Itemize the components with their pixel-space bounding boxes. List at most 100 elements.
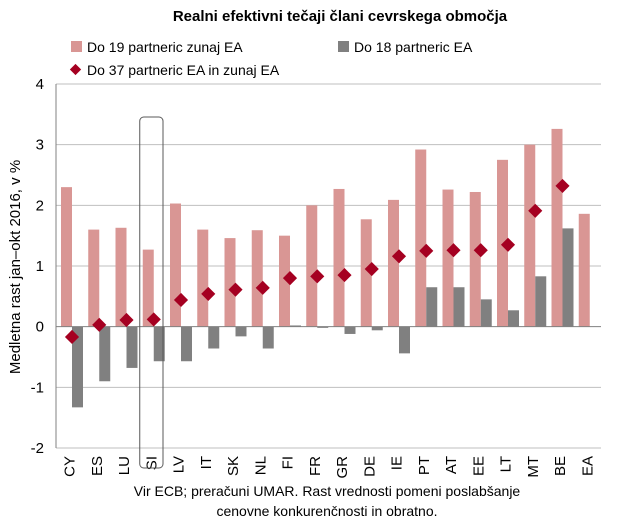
chart-title: Realni efektivni tečaji člani cevrskega … [173,8,508,25]
bar-series-2-CY [72,326,83,408]
x-tick-label-LU: LU [116,456,133,475]
bar-series-2-GR [344,326,356,334]
bar-series-1-FI [279,235,290,327]
gridlines [55,83,601,449]
bar-series-1-MT [524,144,536,327]
y-tick-label: -2 [31,440,44,457]
bar-series-1-PT [415,149,427,327]
bar-series-1-SK [224,238,236,327]
marker-series-3-DE [364,261,379,277]
legend-swatch-series-1 [71,41,82,52]
bar-series-1-IE [388,199,399,327]
marker-series-3-CY [64,329,80,345]
legend-swatch-series-3 [69,63,82,76]
markers [64,178,570,345]
bar-series-2-ES [99,326,111,382]
x-tick-label-GR: GR [334,456,351,479]
x-tick-label-EE: EE [470,456,487,476]
bar-series-1-FR [306,205,318,327]
bar-series-1-EA [578,213,590,327]
legend-label-series-2: Do 18 partneric EA [354,39,473,55]
y-tick-label: 0 [36,319,44,336]
y-axis-ticks: -2 -1 0 1 2 3 4 [31,76,44,457]
marker-series-3-ES [92,317,107,332]
bar-series-2-NL [262,326,274,349]
bar-series-1-AT [442,189,454,327]
bar-series-2-IT [208,326,220,349]
y-tick-label: 1 [36,258,44,275]
marker-series-3-IE [391,249,407,264]
bar-series-2-EE [480,299,492,327]
x-axis-ticks: CY ES LU SI LV IT SK NL FI FR GR DE IE PT AT EE LT MT BE EA [62,456,597,479]
bar-series-1-LV [170,203,181,327]
bar-series-2-SI [153,326,165,362]
x-tick-label-BE: BE [552,456,569,476]
x-tick-label-SK: SK [225,456,242,476]
bar-series-2-BE [562,228,574,327]
bar-series-1-IT [197,229,209,327]
bar-series-1-SI [142,249,154,327]
source-note-line-1: Vir ECB; preračuni UMAR. Rast vrednosti … [134,483,521,499]
marker-series-3-LU [119,312,134,328]
bar-series-2-LT [508,310,519,327]
x-tick-label-IT: IT [198,456,215,469]
x-tick-label-IE: IE [389,456,406,470]
bar-series-2-LU [126,326,138,368]
x-tick-label-DE: DE [361,456,378,477]
marker-series-3-IT [201,286,216,301]
legend-swatch-series-2 [338,41,349,52]
bar-series-1-DE [360,219,372,327]
marker-series-3-BE [555,178,570,193]
x-tick-label-LT: LT [498,456,515,472]
bar-series-2-MT [535,276,547,327]
highlight-box [139,116,164,469]
bar-series-2-LV [181,326,192,362]
marker-series-3-PT [419,243,434,258]
y-tick-label: 2 [36,197,44,214]
x-tick-label-FI: FI [280,456,297,469]
bar-series-2-SK [235,326,247,337]
marker-series-3-FR [310,269,325,284]
bar-series-2-FR [317,326,329,328]
bar-series-2-DE [371,326,383,331]
bar-series-1-CY [61,187,72,327]
x-tick-label-NL: NL [252,456,269,475]
y-axis-label: Medletna rast jan–okt 2016, v % [7,160,24,374]
x-tick-label-CY: CY [62,456,79,477]
marker-series-3-SI [146,312,161,327]
source-note-line-2: cenovne konkurenčnosti in obratno. [216,503,437,519]
x-tick-label-ES: ES [89,456,106,476]
marker-series-3-SK [228,282,243,297]
y-tick-label: 4 [36,76,44,93]
x-tick-label-AT: AT [443,456,460,474]
marker-series-3-AT [446,243,461,258]
marker-series-3-FI [282,271,298,286]
x-tick-label-LV: LV [171,456,188,473]
marker-series-3-LV [173,292,189,308]
bar-series-1-ES [88,229,100,327]
bar-series-2-FI [290,325,301,327]
legend-label-series-1: Do 19 partneric zunaj EA [87,39,243,55]
bar-series-2-IE [399,326,410,354]
bar-series-1-GR [333,188,345,327]
x-tick-label-EA: EA [579,456,596,476]
bar-series-2-PT [426,287,438,327]
bar-series-1-NL [251,230,263,327]
legend: Do 19 partneric zunaj EA Do 18 partneric… [69,39,473,78]
bar-series-1-LU [115,227,127,327]
marker-series-3-EE [473,243,488,258]
x-tick-label-MT: MT [525,456,542,478]
legend-label-series-3: Do 37 partneric EA in zunaj EA [87,62,280,78]
x-tick-label-SI: SI [143,456,160,470]
bars [61,128,590,408]
x-tick-label-PT: PT [416,456,433,475]
marker-series-3-LT [500,237,516,252]
marker-series-3-GR [337,268,352,283]
marker-series-3-NL [255,280,270,295]
x-tick-label-FR: FR [307,456,324,476]
y-tick-label: 3 [36,137,44,154]
bar-series-1-EE [469,191,481,327]
bar-series-2-AT [453,287,465,327]
marker-series-3-MT [528,203,543,218]
